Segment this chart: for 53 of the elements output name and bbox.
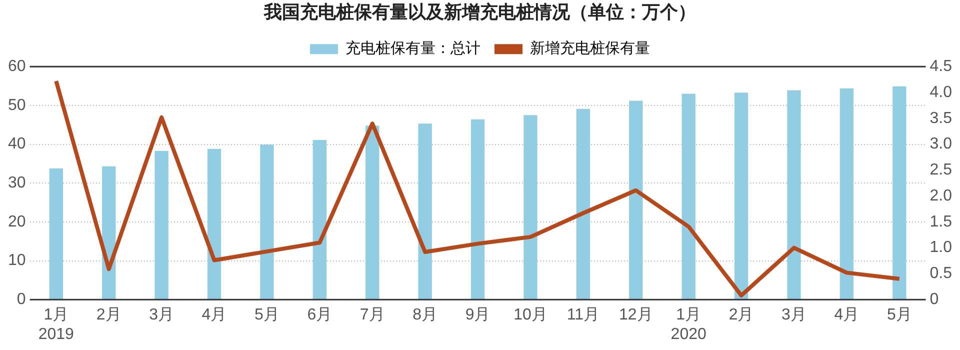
y-tick-label: 60 (8, 58, 26, 76)
x-tick-label: 12月 (618, 306, 653, 324)
x-tick-label: 3月 (149, 306, 174, 324)
x-tick-label: 10月 (514, 306, 548, 324)
bar (312, 140, 327, 300)
y-tick-label: 30 (8, 174, 26, 192)
y2-tick-label: 3.5 (930, 110, 952, 127)
legend-label: 充电桩保有量：总计 (346, 40, 480, 58)
x-tick-label: 7月 (360, 306, 385, 324)
x-tick-label: 2月 (728, 306, 754, 324)
y2-tick-label: 4.5 (930, 58, 952, 76)
y2-tick-label: 1.0 (930, 239, 952, 256)
bar (154, 150, 168, 300)
y2-tick-label: 1.5 (930, 213, 952, 230)
x-tick-label: 9月 (465, 306, 490, 324)
y2-tick-label: 0.5 (930, 265, 952, 282)
x-tick-label: 4月 (834, 306, 860, 324)
bar (892, 86, 906, 300)
bar (734, 92, 748, 300)
y-tick-label: 10 (8, 252, 26, 270)
x-tick-label: 2月 (96, 306, 122, 324)
bar (49, 168, 63, 300)
y2-tick-label: 3.0 (930, 136, 952, 153)
bar (787, 90, 801, 300)
y2-tick-label: 0 (930, 291, 939, 308)
y2-tick-label: 2.0 (930, 187, 952, 204)
chart-title: 我国充电桩保有量以及新增充电桩情况（单位：万个） (263, 2, 696, 22)
bar (576, 108, 590, 300)
x-tick-label: 11月 (566, 306, 600, 324)
x-tick-label: 4月 (202, 306, 227, 324)
x-tick-label: 5月 (254, 306, 280, 324)
bar (524, 115, 538, 300)
x-tick-label: 5月 (886, 306, 912, 324)
x-tick-label: 3月 (782, 306, 806, 324)
x-tick-label: 6月 (307, 306, 332, 324)
y-tick-label: 20 (8, 213, 26, 230)
x-tick-label: 1月 2020 (670, 306, 706, 343)
legend-label: 新增充电桩保有量 (530, 40, 650, 58)
bar (366, 126, 380, 300)
bar (682, 94, 696, 300)
bar (840, 88, 854, 300)
bar (418, 124, 432, 300)
x-tick-label: 1月 2019 (38, 306, 74, 343)
bar (629, 100, 643, 300)
bar (207, 148, 222, 300)
x-tick-label: 8月 (412, 306, 438, 324)
y-tick-label: 0 (16, 291, 26, 308)
y2-tick-label: 4.0 (930, 84, 952, 101)
bar (470, 119, 485, 300)
y-tick-label: 50 (8, 96, 26, 114)
y-tick-label: 40 (8, 136, 26, 153)
bar (260, 144, 274, 300)
y2-tick-label: 2.5 (930, 162, 952, 179)
